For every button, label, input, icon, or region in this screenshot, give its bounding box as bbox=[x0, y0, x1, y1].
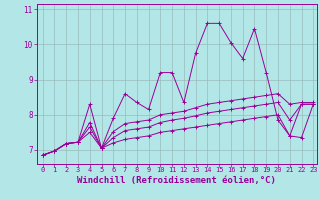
X-axis label: Windchill (Refroidissement éolien,°C): Windchill (Refroidissement éolien,°C) bbox=[77, 176, 276, 185]
